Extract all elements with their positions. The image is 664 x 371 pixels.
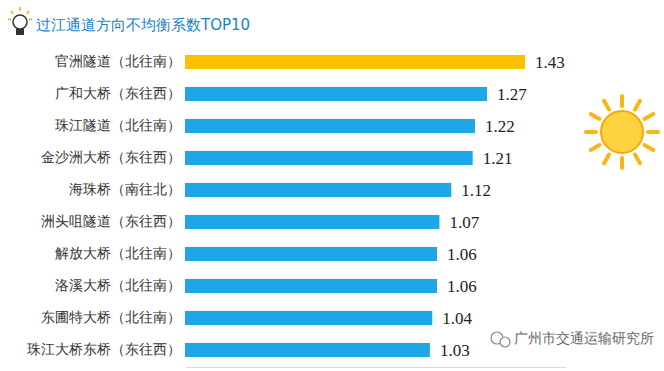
watermark: 广州市交通运输研究所 xyxy=(491,330,654,347)
sun-icon xyxy=(586,96,658,168)
sun-ray xyxy=(620,96,624,106)
sun-ray xyxy=(604,155,609,164)
category-label: 广和大桥（东往西） xyxy=(55,85,181,101)
bar xyxy=(185,151,473,165)
bar xyxy=(185,119,475,133)
category-label: 金沙洲大桥（东往西） xyxy=(41,149,181,165)
bar xyxy=(185,311,432,325)
y-tick: 洛溪大桥（北往南） xyxy=(55,277,181,293)
bar xyxy=(185,343,430,357)
category-label: 洲头咀隧道（东往西） xyxy=(41,213,181,229)
sun-ray xyxy=(604,101,609,110)
bar xyxy=(185,87,487,101)
y-axis: 官洲隧道（北往南） 广和大桥（东往西） 珠江隧道（北往南） 金沙洲大桥（东往西） 海珠桥… xyxy=(27,53,181,357)
data-labels: 1.43 1.27 1.22 1.21 1.12 1.07 1.06 1.06 1.04 1.03 xyxy=(440,53,565,360)
chart: 过江通道方向不均衡系数TOP10 官洲隧道（北往南） 广和大桥（东往西） 珠江隧道（北… xyxy=(0,0,664,371)
x-axis xyxy=(186,367,566,368)
y-tick: 珠江大桥东桥（东往西） xyxy=(27,341,181,357)
bar xyxy=(185,183,451,197)
y-tick: 解放大桥（北往南） xyxy=(55,245,181,261)
sun-ray xyxy=(635,101,640,110)
data-label: 1.07 xyxy=(449,213,479,232)
y-tick: 金沙洲大桥（东往西） xyxy=(41,149,181,165)
data-label: 1.22 xyxy=(485,117,515,136)
category-label: 珠江大桥东桥（东往西） xyxy=(27,341,181,357)
bars xyxy=(185,55,525,357)
y-tick: 广和大桥（东往西） xyxy=(55,85,181,101)
bulb-base xyxy=(16,29,24,35)
annotation: 广州市交通运输研究所 xyxy=(514,330,654,346)
sun-ray xyxy=(645,145,654,150)
data-label: 1.06 xyxy=(447,277,477,296)
data-label: 1.12 xyxy=(461,181,491,200)
y-tick: 官洲隧道（北往南） xyxy=(55,53,181,69)
y-tick: 洲头咀隧道（东往西） xyxy=(41,213,181,229)
x-axis-line xyxy=(186,367,566,368)
bar xyxy=(185,215,439,229)
sun-ray xyxy=(648,130,658,134)
data-label: 1.43 xyxy=(535,53,565,72)
category-label: 洛溪大桥（北往南） xyxy=(55,277,181,293)
category-label: 官洲隧道（北往南） xyxy=(55,53,181,69)
category-label: 东圃特大桥（北往南） xyxy=(41,309,181,325)
category-label: 解放大桥（北往南） xyxy=(55,245,181,261)
data-label: 1.03 xyxy=(440,341,470,360)
bulb-ray xyxy=(27,11,29,14)
watermark-icon xyxy=(500,337,510,347)
title: 过江通道方向不均衡系数TOP10 xyxy=(36,16,250,34)
data-label: 1.06 xyxy=(447,245,477,264)
sun-ray xyxy=(635,155,640,164)
bar xyxy=(185,279,437,293)
bulb-glass xyxy=(13,15,27,29)
bulb-ray xyxy=(8,18,11,20)
data-label: 1.04 xyxy=(442,309,472,328)
sun-ray xyxy=(591,114,600,119)
sun-ray xyxy=(586,130,596,134)
bar xyxy=(185,247,437,261)
y-tick: 东圃特大桥（北往南） xyxy=(41,309,181,325)
y-tick: 海珠桥（南往北） xyxy=(69,181,181,197)
bulb-ray xyxy=(19,7,21,11)
y-tick: 珠江隧道（北往南） xyxy=(55,117,181,133)
sun-ray xyxy=(591,145,600,150)
sun-disc xyxy=(601,111,643,153)
bar xyxy=(185,55,525,69)
sun-ray xyxy=(620,158,624,168)
bulb-ray xyxy=(29,18,32,20)
data-label: 1.21 xyxy=(483,149,513,168)
category-label: 珠江隧道（北往南） xyxy=(55,117,181,133)
category-label: 海珠桥（南往北） xyxy=(69,181,181,197)
bulb-ray xyxy=(11,11,13,14)
sun-ray xyxy=(645,114,654,119)
bulb-icon xyxy=(8,7,32,35)
data-label: 1.27 xyxy=(497,85,527,104)
